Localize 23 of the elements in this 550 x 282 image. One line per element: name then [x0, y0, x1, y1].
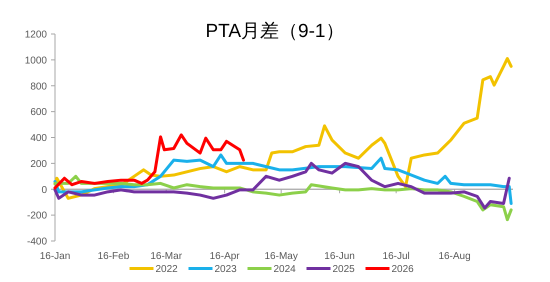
y-tick-label: 400: [30, 133, 48, 144]
x-tick-label: 16-May: [264, 251, 298, 262]
x-tick-label: 16-Mar: [150, 251, 183, 262]
y-tick-label: 800: [30, 81, 48, 92]
y-tick-label: 200: [30, 158, 48, 170]
legend-label: 2024: [274, 264, 296, 275]
legend-label: 2023: [214, 264, 238, 275]
chart-title: PTA月差（9-1）: [205, 21, 345, 42]
x-tick-label: 16-Feb: [98, 251, 130, 262]
y-tick-label: -200: [26, 210, 48, 222]
y-tick-label: 0: [41, 184, 48, 196]
y-tick-label: -400: [26, 236, 48, 248]
x-tick-label: 16-Aug: [438, 251, 471, 262]
legend-label: 2022: [156, 264, 178, 275]
x-tick-label: 16-Jan: [40, 251, 70, 262]
y-tick-label: 600: [30, 107, 48, 118]
x-tick-label: 16-Apr: [210, 251, 240, 262]
x-tick-label: 16-Jul: [382, 251, 410, 262]
y-tick-label: 1200: [24, 30, 48, 40]
legend-label: 2025: [332, 264, 356, 275]
legend-label: 2026: [392, 264, 414, 275]
x-tick-label: 16-Jun: [324, 251, 355, 262]
y-tick-label: 1000: [24, 55, 48, 66]
